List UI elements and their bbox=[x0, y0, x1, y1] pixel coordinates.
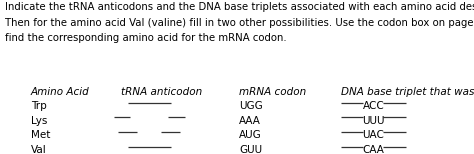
Text: Met: Met bbox=[31, 130, 50, 140]
Text: Amino Acid: Amino Acid bbox=[31, 87, 90, 97]
Text: Val: Val bbox=[31, 145, 46, 154]
Text: Indicate the tRNA anticodons and the DNA base triplets associated with each amin: Indicate the tRNA anticodons and the DNA… bbox=[5, 2, 474, 12]
Text: GUU: GUU bbox=[239, 145, 263, 154]
Text: Lys: Lys bbox=[31, 116, 47, 126]
Text: CAA: CAA bbox=[363, 145, 384, 154]
Text: UGG: UGG bbox=[239, 101, 263, 111]
Text: find the corresponding amino acid for the mRNA codon.: find the corresponding amino acid for th… bbox=[5, 33, 286, 43]
Text: tRNA anticodon: tRNA anticodon bbox=[121, 87, 202, 97]
Text: AAA: AAA bbox=[239, 116, 261, 126]
Text: DNA base triplet that was used: DNA base triplet that was used bbox=[341, 87, 474, 97]
Text: UAC: UAC bbox=[363, 130, 384, 140]
Text: Then for the amino acid Val (valine) fill in two other possibilities. Use the co: Then for the amino acid Val (valine) fil… bbox=[5, 18, 474, 28]
Text: AUG: AUG bbox=[239, 130, 262, 140]
Text: Trp: Trp bbox=[31, 101, 46, 111]
Text: UUU: UUU bbox=[363, 116, 385, 126]
Text: mRNA codon: mRNA codon bbox=[239, 87, 307, 97]
Text: ACC: ACC bbox=[363, 101, 384, 111]
